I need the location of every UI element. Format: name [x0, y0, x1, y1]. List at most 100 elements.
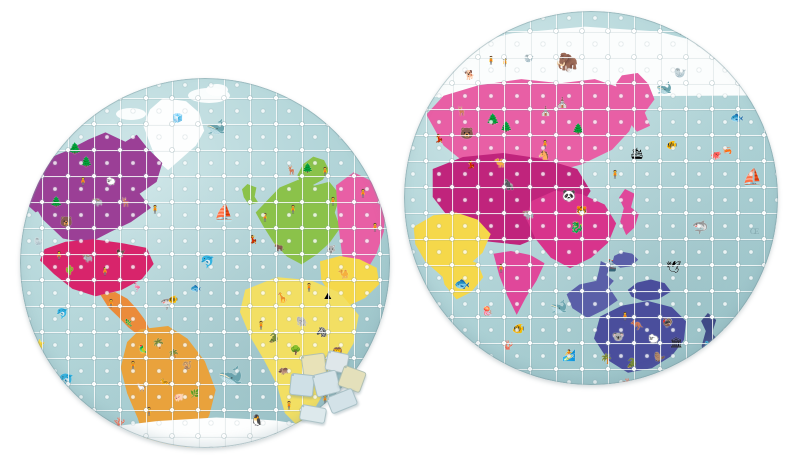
russian-dancer-figure: 💃	[434, 134, 444, 143]
giraffe-icon: 🦒	[276, 293, 289, 304]
crocodile-icon: 🐊	[268, 333, 280, 343]
reindeer-icon: 🦌	[456, 106, 468, 116]
camel-icon: 🐪	[494, 158, 506, 168]
orca-icon: 🐋	[218, 365, 243, 387]
left-puzzle-alt: Circular jigsaw puzzle of the western he…	[20, 78, 21, 79]
fish-icon: 🐟	[730, 112, 744, 124]
gorilla-icon: 🦍	[502, 180, 515, 191]
marlin-icon: 🐟	[454, 276, 471, 291]
bear-icon: 🐻	[60, 217, 73, 228]
european-child-figure: 🧍	[328, 197, 338, 206]
zebra-icon: 🦓	[316, 327, 328, 337]
inuit-child-figure: 🧍	[500, 58, 510, 67]
kangaroo-icon: 🦘	[630, 320, 644, 332]
clownfish-icon: 🐠	[168, 295, 178, 304]
pine-tree-icon: 🌲	[50, 197, 63, 208]
wolf-icon: 🐺	[326, 245, 336, 254]
flamenco-dancer-figure: 💃	[248, 235, 258, 244]
ce-marking: CE	[750, 227, 759, 236]
onion-dome-church-icon: ⛪	[556, 98, 569, 109]
asian-figure: 🧍	[370, 223, 380, 232]
llama-icon: 🦙	[136, 383, 146, 392]
walrus-icon: 🦭	[674, 68, 687, 79]
russian-dancer-figure: 💃	[466, 160, 476, 169]
hammerhead-shark-icon: 🦈	[692, 220, 709, 235]
pine-forest-icon: 🌲	[572, 124, 585, 135]
dragon-icon: 🐉	[570, 222, 584, 234]
pyramid-icon: ⛰	[324, 291, 332, 301]
inuit-child-figure: 🧍	[78, 177, 88, 186]
scottish-piper-figure: 🧍	[260, 213, 270, 222]
crane-bird-icon: 🕊	[666, 260, 682, 274]
inuit-child-figure: 🧍	[150, 205, 160, 214]
moose-icon: 🦌	[286, 165, 298, 175]
coral-icon: 🪸	[502, 340, 514, 350]
egyptian-figure: 🧍	[304, 283, 314, 292]
bison-icon: 🐃	[82, 253, 94, 263]
monkey-icon: 🐒	[182, 361, 192, 370]
kiwi-bird-icon: 🐦	[704, 340, 714, 349]
octopus-icon: 🐙	[710, 150, 722, 160]
clownfish-icon: 🐠	[512, 324, 525, 335]
palm-tree-icon: 🌴	[600, 354, 613, 365]
koala-icon: 🐨	[612, 332, 625, 343]
bison-icon: 🐃	[92, 197, 104, 207]
coral-icon: 🪸	[622, 378, 634, 386]
flamingo-icon: 🦩	[132, 283, 142, 292]
penguin-icon: 🐧	[250, 415, 264, 427]
opera-house-icon: 🏛	[670, 338, 683, 349]
horse-icon: 🐴	[538, 150, 550, 160]
yak-icon: 🐃	[522, 210, 535, 221]
panda-icon: 🐼	[562, 190, 576, 202]
dolphin-icon: 🐬	[58, 373, 75, 388]
mammoth-icon: 🦣	[556, 52, 579, 72]
cloud-shape	[116, 108, 146, 120]
elephant-icon: 🐘	[296, 317, 309, 328]
dutch-girl-figure: 🧍	[320, 167, 330, 176]
sheep-icon: 🐑	[648, 334, 660, 344]
pine-tree-icon: 🌲	[302, 163, 314, 173]
emu-icon: 🦃	[662, 318, 674, 328]
european-child-figure: 🧍	[288, 205, 298, 214]
narwhal-icon: 🐬	[200, 255, 215, 269]
right-hemisphere-puzzle[interactable]: 🦣 🧍 🧍 🧍 🐕 🦭 🦭 🐋 🌲 🌲 🌲 ⛪ ⛪ 🐻 🦍 🐃 🐼 🐪 🐴 🐯 …	[404, 11, 778, 385]
brown-bear-icon: 🐻	[460, 128, 474, 140]
list-item[interactable]	[298, 403, 328, 425]
starfish-icon: ⭐	[34, 339, 46, 349]
african-drummer-figure: 🧍	[256, 321, 266, 330]
palm-tree-icon: 🌴	[152, 339, 165, 350]
pine-tree-icon: 🌲	[80, 157, 93, 168]
inuit-hunter-figure: 🧍	[676, 26, 686, 35]
jaguar-icon: 🐆	[160, 377, 170, 386]
pine-forest-icon: 🌲	[500, 122, 513, 133]
asian-figure: 🧍	[358, 189, 368, 198]
shrimp-icon: 🦐	[722, 146, 732, 155]
geisha-doll-figure: 🧍	[610, 170, 620, 179]
sailboat-icon: ⛵	[742, 168, 764, 187]
dolphin-icon: 🐬	[56, 309, 69, 320]
cowboy-figure: 🧍	[54, 251, 64, 260]
pine-tree-icon: 🌲	[68, 143, 82, 155]
central-asian-figure: 🧍	[540, 140, 550, 149]
sheep-icon: 🐑	[106, 177, 116, 186]
moose-icon: 🦌	[120, 197, 132, 207]
mexican-figure: 🧍	[106, 299, 116, 308]
andean-figure: 🧍	[128, 361, 138, 370]
fish-icon: 🐟	[190, 283, 202, 293]
eagle-icon: 🦅	[116, 249, 126, 258]
orca-icon: 🐋	[550, 298, 568, 314]
platypus-icon: 🦫	[654, 352, 666, 362]
whale-icon: 🐋	[656, 80, 673, 95]
loose-pieces-group[interactable]: Seven loose jigsaw pieces	[284, 349, 392, 438]
sled-dog-icon: 🐕	[464, 70, 476, 80]
indian-figure: 🧍	[496, 264, 506, 273]
toucan-icon: 🦜	[138, 345, 148, 354]
iguana-icon: 🦎	[124, 320, 133, 327]
aboriginal-dancer-figure: 🧍	[620, 312, 630, 321]
tiger-icon: 🐯	[576, 206, 588, 216]
loose-pieces-alt: Seven loose jigsaw pieces	[284, 352, 285, 353]
seal-icon: 🦭	[524, 54, 534, 63]
crocodile-icon: 🐊	[626, 358, 638, 368]
cloud-shape	[206, 84, 228, 96]
